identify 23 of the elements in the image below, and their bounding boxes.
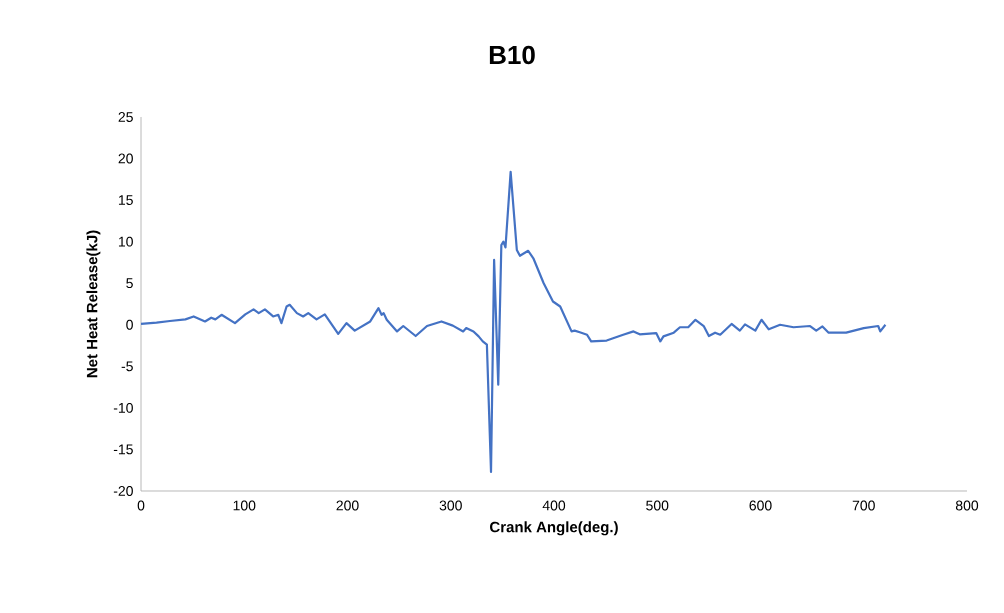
x-tick-label: 600 xyxy=(749,500,772,511)
x-tick-label: 700 xyxy=(852,500,875,511)
x-tick-label: 500 xyxy=(646,500,669,511)
y-tick-label: 5 xyxy=(126,278,133,289)
y-tick-label: 15 xyxy=(118,195,133,205)
y-tick-label: 10 xyxy=(118,236,133,247)
y-tick-label: -15 xyxy=(113,444,133,455)
chart-title: B10 xyxy=(489,45,535,65)
y-tick-label: 25 xyxy=(118,112,133,122)
x-axis-title: Crank Angle(deg.) xyxy=(490,521,618,536)
x-tick-label: 400 xyxy=(542,500,566,511)
x-tick-label: 100 xyxy=(233,500,256,511)
x-tick-label: 800 xyxy=(955,500,979,511)
y-tick-label: -20 xyxy=(113,486,133,496)
y-tick-label: 0 xyxy=(126,319,133,330)
y-axis-title: Net Heat Release(kJ) xyxy=(86,230,101,378)
x-tick-label: 200 xyxy=(336,500,359,511)
x-tick-label: 0 xyxy=(137,500,145,511)
line-series xyxy=(139,170,887,473)
y-tick-label: -5 xyxy=(121,361,133,372)
y-tick-label: 20 xyxy=(118,153,133,164)
x-tick-label: 300 xyxy=(439,500,462,511)
y-tick-label: -10 xyxy=(113,402,133,413)
